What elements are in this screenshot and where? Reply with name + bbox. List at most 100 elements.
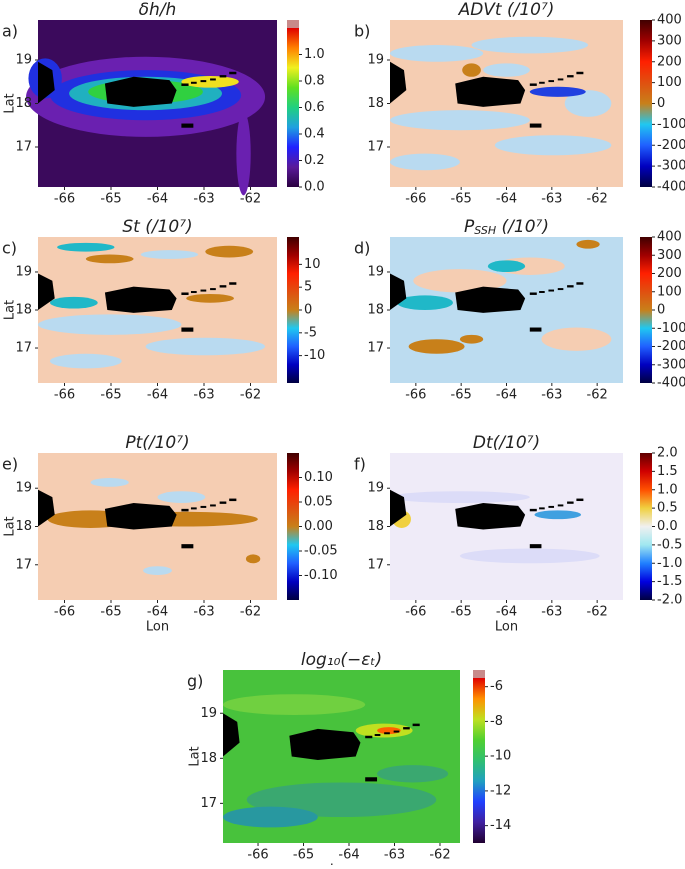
colorbar-tick-label: -10: [490, 749, 511, 764]
colorbar: [287, 237, 299, 383]
field-patch: [396, 295, 453, 311]
y-tick-label: 18: [367, 96, 384, 111]
panel: -66 -65 -64 -63 -62 17 18 19 Lon Lat e) Pt(/10⁷) -0.…: [2, 433, 338, 635]
field-patch: [90, 477, 129, 487]
y-tick-label: 19: [367, 264, 384, 279]
island: [200, 289, 207, 292]
field-patch: [236, 111, 251, 196]
island: [229, 498, 237, 502]
colorbar-tick-label: -400: [657, 376, 685, 391]
field-patch: [494, 135, 612, 156]
island: [181, 83, 189, 86]
island: [548, 505, 555, 508]
x-tick-label: -63: [541, 192, 562, 207]
x-tick-label: -62: [240, 192, 261, 207]
x-tick-label: -65: [293, 848, 314, 863]
island: [529, 292, 537, 295]
field-patch: [245, 554, 261, 564]
colorbar: [640, 453, 652, 600]
y-axis-label: Lat: [3, 516, 18, 536]
y-tick-label: 19: [200, 706, 217, 721]
island: [229, 282, 237, 285]
x-axis-label: Lon: [146, 620, 169, 635]
colorbar-tick-label: 0.8: [304, 74, 325, 89]
island: [104, 502, 177, 530]
island: [38, 489, 55, 527]
y-tick-label: 18: [15, 96, 32, 111]
island: [529, 327, 542, 332]
panel-title: Pt(/10⁷): [125, 433, 189, 453]
island: [190, 81, 197, 84]
field-patch: [181, 75, 239, 88]
island: [390, 61, 407, 104]
colorbar-tick-label: 1.0: [304, 47, 325, 62]
field-patch: [462, 63, 481, 77]
y-tick-label: 17: [15, 341, 32, 356]
field-patch: [576, 239, 600, 249]
colorbar-tick-label: -0.5: [657, 537, 682, 552]
field-patch: [143, 566, 172, 576]
field-patch: [541, 327, 612, 351]
island: [181, 292, 189, 295]
x-tick-label: -65: [100, 605, 121, 620]
x-tick-label: -66: [405, 605, 426, 620]
island: [104, 76, 177, 107]
colorbar-tick-label: -2.0: [657, 593, 682, 608]
island: [181, 544, 194, 549]
island: [412, 723, 420, 727]
colorbar-tick-label: 0.0: [657, 519, 678, 534]
island: [529, 544, 542, 549]
field-patch: [145, 337, 266, 356]
y-tick-label: 18: [367, 519, 384, 534]
colorbar-tick-label: -1.5: [657, 574, 682, 589]
x-axis-label: Lon: [495, 620, 518, 635]
island: [529, 508, 537, 512]
x-tick-label: -64: [147, 388, 168, 403]
island: [455, 286, 526, 313]
island: [403, 727, 410, 730]
island: [219, 501, 227, 504]
island: [181, 327, 194, 332]
colorbar-tick-label: 0.5: [657, 501, 678, 516]
island: [557, 78, 564, 81]
colorbar-tick-label: -0.10: [304, 568, 338, 583]
field-patch: [186, 293, 234, 303]
island: [200, 80, 207, 83]
title-rest: (/10⁷): [496, 217, 549, 237]
island: [455, 76, 526, 107]
field-patch: [223, 694, 366, 715]
island: [229, 71, 237, 75]
island: [190, 507, 197, 510]
x-tick-label: -63: [541, 605, 562, 620]
x-tick-label: -64: [147, 192, 168, 207]
y-tick-label: 17: [15, 139, 32, 154]
colorbar-tick-label: -14: [490, 818, 511, 833]
island: [374, 734, 381, 737]
y-tick-label: 19: [367, 53, 384, 68]
island: [210, 288, 216, 291]
field-patch: [408, 339, 465, 354]
y-tick-label: 19: [15, 53, 32, 68]
island: [289, 728, 361, 760]
colorbar-tick-label: 0.00: [304, 519, 333, 534]
colorbar-tick-label: 0.05: [304, 495, 333, 510]
field-patch: [483, 63, 530, 77]
panel-label: d): [354, 239, 370, 258]
island: [567, 285, 574, 288]
island: [181, 508, 189, 512]
island: [576, 282, 584, 285]
colorbar-tick-label: 300: [657, 248, 682, 263]
x-tick-label: -63: [193, 605, 214, 620]
field-patch: [390, 110, 530, 131]
y-tick-label: 18: [15, 303, 32, 318]
island: [539, 81, 545, 84]
x-tick-label: -65: [451, 605, 472, 620]
field-patch: [223, 806, 318, 828]
x-tick-label: -62: [587, 605, 608, 620]
colorbar-tick-label: 0: [657, 96, 665, 111]
colorbar: [640, 237, 652, 383]
island: [384, 732, 390, 735]
island: [210, 504, 216, 507]
x-tick-label: -64: [496, 192, 517, 207]
colorbar-tick-label: -8: [490, 714, 503, 729]
